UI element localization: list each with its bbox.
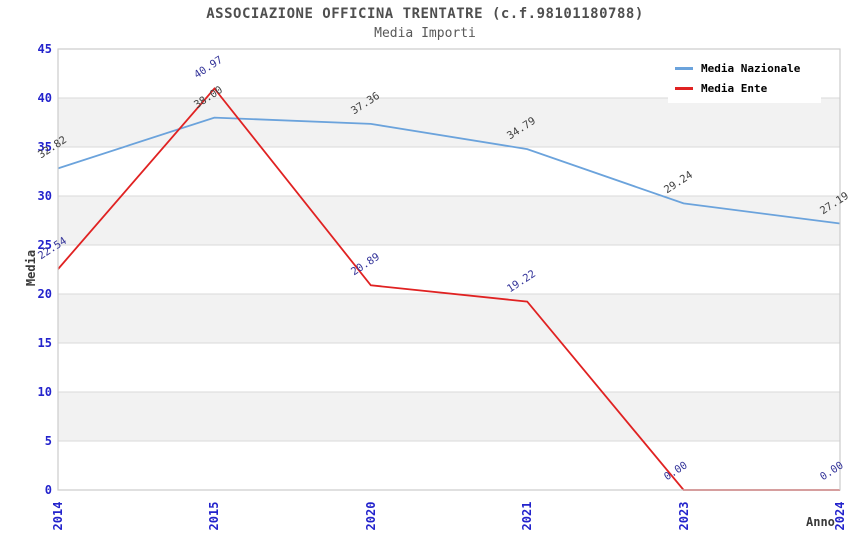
chart-title: ASSOCIAZIONE OFFICINA TRENTATRE (c.f.981… (206, 6, 644, 22)
plot-band (58, 294, 840, 343)
y-tick-label: 25 (37, 238, 52, 252)
x-tick-label: 2024 (833, 501, 847, 531)
y-tick-label: 0 (44, 483, 52, 497)
y-tick-label: 10 (37, 385, 52, 399)
y-tick-label: 5 (44, 434, 52, 448)
y-tick-label: 20 (37, 287, 52, 301)
x-tick-label: 2023 (676, 501, 691, 531)
legend: Media Nazionale Media Ente (668, 54, 821, 103)
y-tick-label: 45 (37, 42, 52, 56)
x-axis-title: Anno (806, 515, 835, 529)
y-tick-label: 15 (37, 336, 52, 350)
legend-label: Media Ente (701, 82, 768, 95)
series-line-media-nazionale (57, 116, 841, 225)
x-tick-label: 2021 (520, 501, 535, 531)
legend-label: Media Nazionale (701, 62, 801, 75)
legend-item-media-nazionale: Media Nazionale (675, 60, 821, 77)
legend-item-media-ente: Media Ente (675, 80, 821, 97)
legend-line-swatch-icon (675, 67, 693, 70)
x-tick-label: 2014 (51, 501, 65, 531)
y-tick-label: 35 (37, 140, 52, 154)
plot-band (58, 196, 840, 245)
plot-band (58, 98, 840, 147)
chart-subtitle: Media Importi (374, 26, 476, 41)
plot-band (58, 392, 840, 441)
y-tick-label: 30 (37, 189, 52, 203)
y-axis-title: Media (24, 249, 38, 287)
legend-line-swatch-icon (675, 87, 693, 90)
y-tick-label: 40 (37, 91, 52, 105)
plot-border (57, 48, 841, 491)
x-tick-label: 2015 (207, 501, 222, 531)
x-tick-label: 2020 (363, 501, 378, 531)
